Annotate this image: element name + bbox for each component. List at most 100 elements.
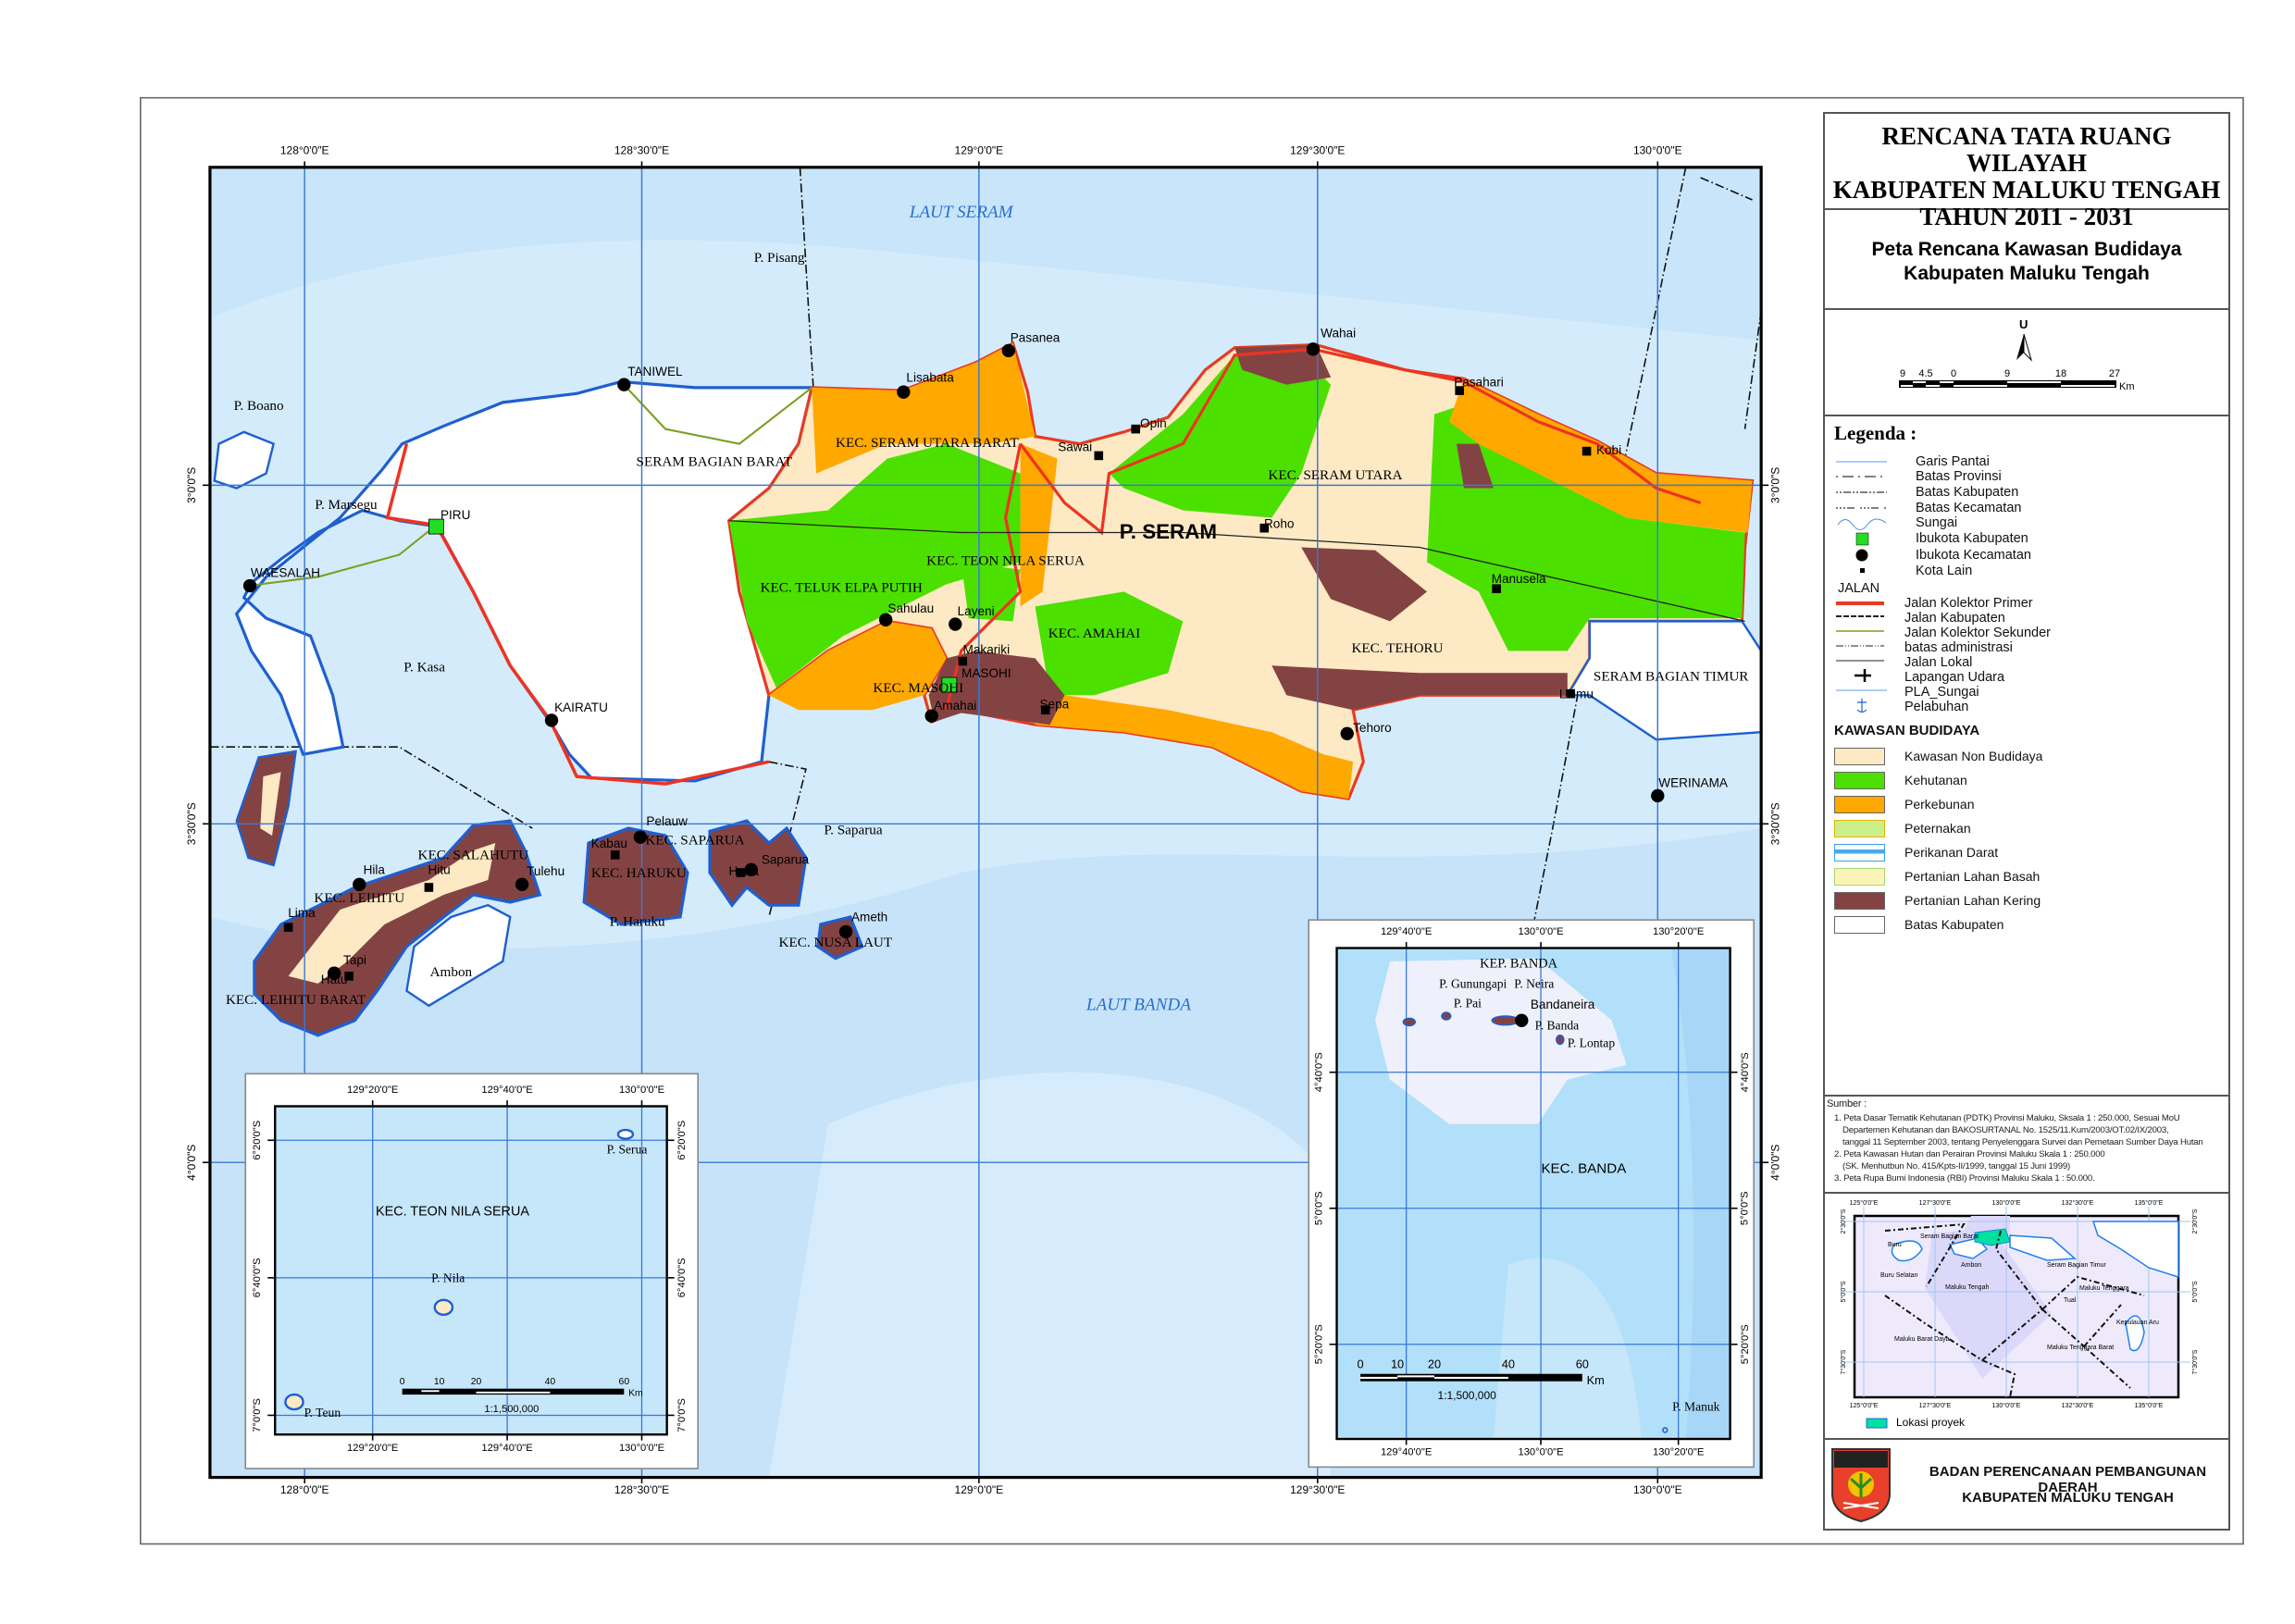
title-line: RENCANA TATA RUANG WILAYAH — [1881, 122, 2172, 177]
p-nusa-laut — [815, 915, 864, 961]
district-capital-marker — [515, 877, 529, 891]
project-location-swatch — [1866, 1418, 1888, 1429]
legend-kawasan-heading: KAWASAN BUDIDAYA — [1834, 723, 1980, 738]
outer-border — [140, 96, 2244, 1545]
map-label: P. Pisang — [754, 250, 805, 266]
p-teun — [284, 1393, 304, 1411]
regency-capital-marker — [428, 518, 444, 535]
longitude-tick-label: 129°20'0"E — [347, 1443, 398, 1454]
legend-item: Jalan Kolektor Sekunder — [1904, 626, 2051, 640]
map-label: P. Marsegu — [315, 497, 378, 513]
map-label: SERAM BAGIAN TIMUR — [1594, 668, 1749, 684]
map-label: KEC. NUSA LAUT — [779, 935, 893, 950]
map-label: Tulehu — [527, 864, 564, 878]
scale-tick: 10 — [434, 1377, 445, 1387]
town-marker — [1131, 424, 1141, 434]
district-capital-icon — [1855, 549, 1868, 562]
latitude-tick-label: 7°0'0"S — [252, 1398, 263, 1432]
scale-unit: Km — [628, 1389, 643, 1399]
inset-scale-bar: 0 10 20 40 60 Km 1:1,500,000 — [400, 1377, 643, 1415]
locator-label: Buru — [1888, 1242, 1902, 1248]
inset-label: P. Manuk — [1672, 1400, 1720, 1414]
inset-label: P. Serua — [607, 1143, 648, 1157]
scale-tick: 4.5 — [1918, 368, 1932, 379]
map-label: KEC. TELUK ELPA PUTIH — [761, 579, 923, 595]
map-label: KEC. HARUKU — [591, 865, 687, 881]
locator-lon-tick: 130°0'0"E — [1992, 1402, 2021, 1409]
longitude-tick-label: 129°40'0"E — [1381, 1447, 1432, 1458]
map-label: KEC. TEHORU — [1351, 640, 1443, 656]
inset-label: P. Teun — [304, 1406, 341, 1419]
legend-jalan-heading: JALAN — [1838, 581, 1880, 596]
locator-label: Buru Selatan — [1880, 1272, 1918, 1279]
district-capital-marker — [1001, 343, 1015, 358]
district-capital-marker — [744, 862, 758, 877]
map-label: Opin — [1140, 416, 1167, 430]
locator-label: Maluku Barat Daya — [1894, 1336, 1950, 1343]
source-line: Departemen Kehutanan dan BAKOSURTANAL No… — [1842, 1125, 2169, 1135]
town-marker — [736, 868, 746, 877]
locator-label: Tual — [2064, 1297, 2077, 1304]
map-label: Laimu — [1559, 687, 1594, 700]
map-label: Hatu — [321, 973, 348, 986]
locator-lon-tick: 132°30'0"E — [2062, 1402, 2094, 1409]
source-line: 1. Peta Dasar Tematik Kehutanan (PDTK) P… — [1834, 1113, 2180, 1123]
district-capital-marker — [949, 617, 962, 631]
scale-tick: 0 — [1358, 1357, 1364, 1370]
p-saparua — [708, 819, 808, 908]
map-label: Hila — [364, 863, 386, 877]
province-boundaries — [209, 167, 1762, 1124]
latitude-tick-label: 5°0'0"S — [1740, 1191, 1751, 1225]
inset-label: P. Nila — [431, 1271, 465, 1285]
district-capital-marker — [544, 713, 559, 727]
legend-swatch — [1834, 868, 1885, 886]
inset-label: P. Lontap — [1568, 1036, 1616, 1050]
longitude-tick-label: 130°0'0"E — [1519, 926, 1564, 937]
map-label: Pasahari — [1454, 375, 1504, 389]
map-label: Kobi — [1596, 443, 1621, 457]
scale-tick: 9 — [1900, 368, 1905, 379]
road-primary-west — [385, 443, 770, 786]
land-use-pertanian-lahan-kering — [928, 344, 1568, 725]
longitude-tick-label: 129°40'0"E — [481, 1085, 532, 1096]
longitude-tick-label: 130°20'0"E — [1653, 1447, 1704, 1458]
town-marker — [1492, 584, 1501, 594]
town-marker — [958, 656, 968, 666]
map-label: Lima — [288, 906, 316, 920]
scale-ratio: 1:1,500,000 — [484, 1404, 539, 1415]
other-town-icon — [1860, 568, 1865, 573]
legend-item: Pelabuhan — [1904, 700, 1969, 714]
legend-kawasan-item: Kawasan Non Budidaya — [1904, 749, 2043, 763]
source-line: (SK. Menhutbun No. 415/Kpts-II/1999, tan… — [1842, 1161, 2071, 1172]
locator-label: Kepulauan Aru — [2116, 1320, 2159, 1326]
latitude-tick-label: 3°30'0"S — [185, 802, 198, 845]
longitude-tick-label: 129°30'0"E — [1290, 143, 1345, 156]
p-boano — [213, 430, 276, 490]
inset-label: P. Neira — [1514, 977, 1554, 991]
north-arrow-icon — [2016, 334, 2033, 362]
district-capital-marker — [878, 613, 893, 626]
map-label: KEC. SERAM UTARA — [1268, 467, 1402, 483]
map-label: KEC. SAPARUA — [645, 833, 744, 849]
district-capital-marker — [353, 877, 366, 891]
map-label: Saparua — [762, 852, 810, 866]
main-map-ticks: 128°0'0"E 128°0'0"E 128°30'0"E 128°30'0"E 12… — [185, 143, 1781, 1496]
main-map-frame — [208, 166, 1763, 1480]
map-label: Kabau — [591, 837, 627, 850]
legend: Legenda : Garis Pantai Batas Provinsi Ba… — [1825, 416, 2228, 1097]
town-marker — [424, 883, 434, 892]
legend-item: batas administrasi — [1904, 640, 2013, 655]
map-info-panel: RENCANA TATA RUANG WILAYAH KABUPATEN MAL… — [1823, 112, 2230, 1531]
agency-block: BADAN PERENCANAAN PEMBANGUNAN DAERAH KAB… — [1825, 1440, 2228, 1532]
map-label: Layeni — [958, 604, 995, 618]
latitude-tick-label: 6°40'0"S — [676, 1258, 688, 1297]
scale-unit: Km — [2119, 381, 2135, 392]
map-label: KEC. TEON NILA SERUA — [926, 553, 1085, 569]
latitude-tick-label: 7°0'0"S — [676, 1398, 688, 1432]
settlement-markers — [242, 342, 1665, 981]
title-line: TAHUN 2011 - 2031 — [1919, 203, 2134, 230]
district-capital-marker — [838, 924, 853, 939]
locator-lon-tick: 127°30'0"E — [1919, 1199, 1952, 1207]
map-label: Sahulau — [887, 601, 934, 615]
map-label: TANIWEL — [627, 365, 683, 378]
